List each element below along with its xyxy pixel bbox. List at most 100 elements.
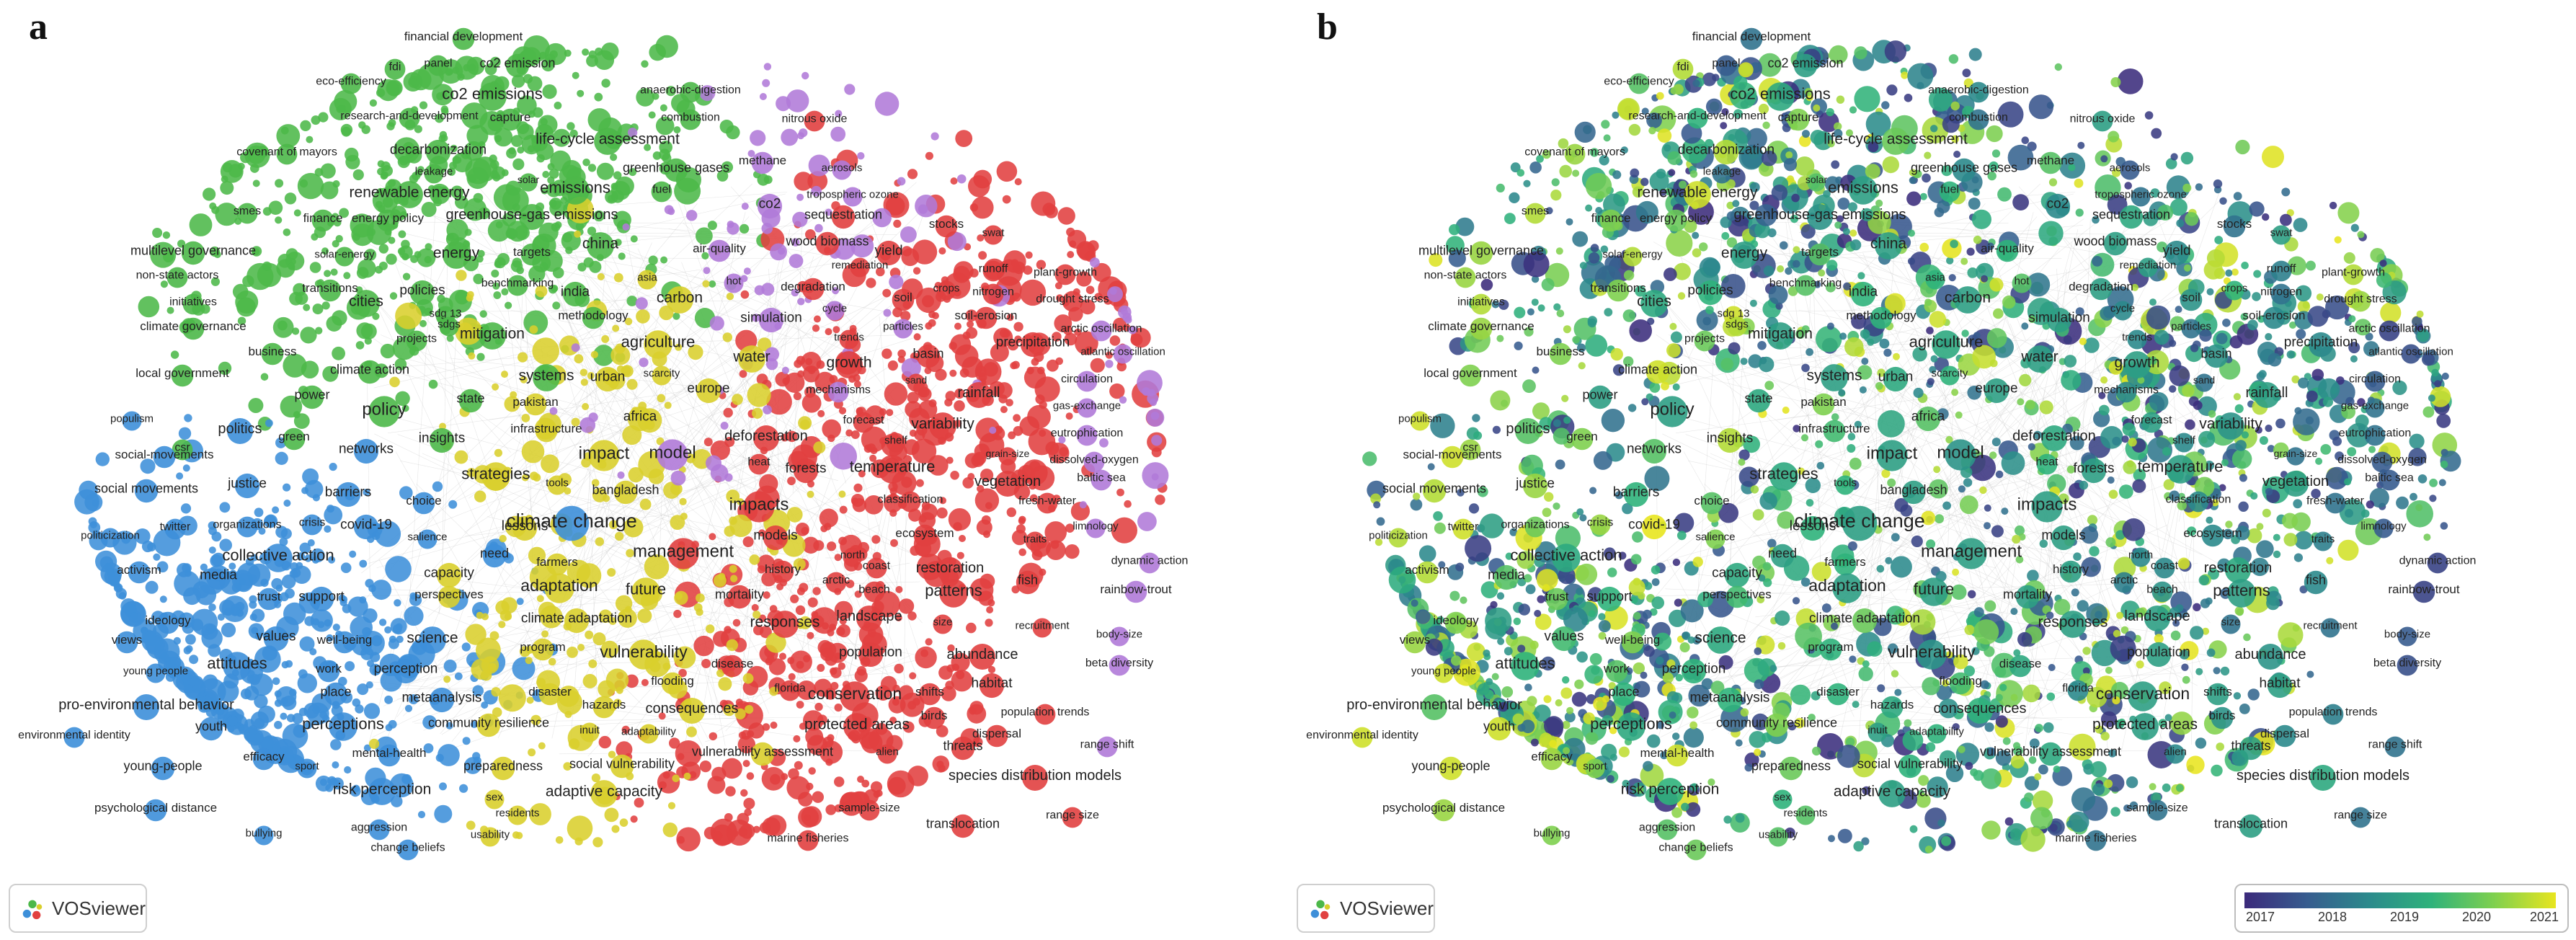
term-label[interactable]: simulation — [740, 311, 802, 326]
term-node[interactable] — [743, 491, 775, 523]
term-label[interactable]: abundance — [947, 647, 1018, 662]
term-label[interactable]: crops — [933, 282, 960, 294]
term-node[interactable] — [317, 660, 340, 683]
term-label[interactable]: climate change — [506, 510, 637, 531]
term-node[interactable] — [561, 176, 590, 205]
term-label[interactable]: covenant of mayors — [236, 146, 337, 159]
term-label[interactable]: business — [248, 345, 296, 358]
term-label[interactable]: populism — [110, 412, 154, 425]
term-label[interactable]: forecast — [843, 414, 884, 427]
term-node[interactable] — [424, 164, 444, 184]
term-label[interactable]: hazards — [582, 698, 626, 711]
term-label[interactable]: climate adaptation — [521, 611, 632, 626]
term-label[interactable]: recruitment — [1015, 619, 1070, 631]
term-label[interactable]: systems — [518, 367, 574, 383]
term-label[interactable]: infrastructure — [510, 422, 582, 435]
term-node[interactable] — [480, 827, 500, 847]
term-label[interactable]: disease — [711, 657, 754, 670]
term-node[interactable] — [1032, 618, 1052, 638]
term-label[interactable]: solar-energy — [314, 248, 375, 260]
term-node[interactable] — [738, 345, 765, 373]
term-node[interactable] — [308, 586, 334, 612]
term-node[interactable] — [438, 585, 461, 608]
term-label[interactable]: heat — [747, 456, 770, 469]
term-label[interactable]: eco-efficiency — [316, 76, 386, 88]
term-node[interactable] — [122, 411, 142, 431]
term-label[interactable]: policies — [399, 283, 445, 298]
term-node[interactable] — [840, 681, 870, 711]
term-node[interactable] — [982, 260, 1004, 282]
term-node[interactable] — [652, 365, 672, 386]
term-node[interactable] — [839, 329, 859, 350]
term-node[interactable] — [353, 514, 379, 540]
term-label[interactable]: efficacy — [243, 750, 285, 763]
term-label[interactable]: traits — [1023, 533, 1047, 545]
term-label[interactable]: sand — [905, 374, 927, 386]
term-label[interactable]: renewable energy — [350, 184, 470, 200]
term-label[interactable]: farmers — [536, 555, 578, 569]
term-node[interactable] — [644, 330, 672, 359]
term-label[interactable]: circulation — [1061, 373, 1113, 386]
term-node[interactable] — [966, 382, 992, 408]
term-label[interactable]: bullying — [246, 827, 283, 839]
term-node[interactable] — [429, 427, 455, 453]
term-node[interactable] — [639, 724, 659, 744]
term-label[interactable]: lessons — [502, 519, 548, 534]
term-label[interactable]: history — [765, 562, 801, 576]
term-node[interactable] — [696, 378, 721, 404]
term-label[interactable]: ideology — [145, 613, 191, 627]
term-label[interactable]: nitrogen — [972, 286, 1014, 298]
term-node[interactable] — [998, 447, 1017, 466]
term-node[interactable] — [283, 427, 306, 451]
term-node[interactable] — [254, 825, 274, 846]
term-node[interactable] — [1016, 570, 1040, 595]
term-label[interactable]: policy — [362, 399, 406, 419]
term-node[interactable] — [757, 193, 783, 219]
term-label[interactable]: marine fisheries — [768, 833, 849, 845]
term-label[interactable]: nitrous oxide — [782, 113, 848, 125]
term-node[interactable] — [1085, 518, 1106, 538]
term-label[interactable]: fresh-water — [1018, 495, 1077, 507]
term-label[interactable]: eutrophication — [1051, 427, 1124, 440]
term-label[interactable]: adaptation — [520, 576, 598, 595]
term-node[interactable] — [771, 560, 794, 583]
term-node[interactable] — [751, 151, 774, 174]
term-node[interactable] — [579, 722, 600, 742]
term-label[interactable]: cities — [349, 293, 383, 309]
term-node[interactable] — [664, 158, 688, 182]
term-node[interactable] — [982, 283, 1004, 305]
term-node[interactable] — [319, 279, 342, 302]
term-label[interactable]: soil — [894, 291, 912, 304]
term-node[interactable] — [1054, 264, 1076, 285]
term-node[interactable] — [863, 581, 885, 603]
term-label[interactable]: politicization — [81, 529, 140, 541]
term-node[interactable] — [399, 107, 420, 129]
term-node[interactable] — [916, 344, 941, 368]
term-label[interactable]: social vulnerability — [569, 756, 675, 771]
term-node[interactable] — [427, 55, 449, 76]
term-node[interactable] — [657, 439, 688, 471]
term-label[interactable]: particles — [883, 320, 923, 332]
term-label[interactable]: power — [294, 387, 329, 402]
term-node[interactable] — [546, 553, 569, 576]
term-node[interactable] — [172, 439, 193, 461]
term-label[interactable]: state — [456, 391, 484, 405]
term-label[interactable]: africa — [623, 409, 657, 425]
term-node[interactable] — [637, 270, 657, 290]
term-node[interactable] — [886, 433, 906, 453]
term-label[interactable]: anaerobic-digestion — [640, 84, 741, 97]
term-label[interactable]: restoration — [916, 560, 985, 576]
term-label[interactable]: insights — [419, 431, 465, 446]
term-node[interactable] — [357, 360, 382, 384]
term-label[interactable]: community resilience — [428, 715, 549, 730]
term-label[interactable]: organizations — [213, 519, 281, 531]
term-label[interactable]: india — [561, 285, 590, 300]
term-label[interactable]: air-quality — [693, 241, 746, 255]
term-label[interactable]: choice — [406, 494, 441, 507]
term-label[interactable]: body-size — [1096, 628, 1142, 640]
term-label[interactable]: vulnerability — [600, 642, 688, 661]
term-label[interactable]: future — [626, 580, 666, 598]
term-node[interactable] — [680, 81, 701, 103]
term-node[interactable] — [923, 706, 946, 730]
